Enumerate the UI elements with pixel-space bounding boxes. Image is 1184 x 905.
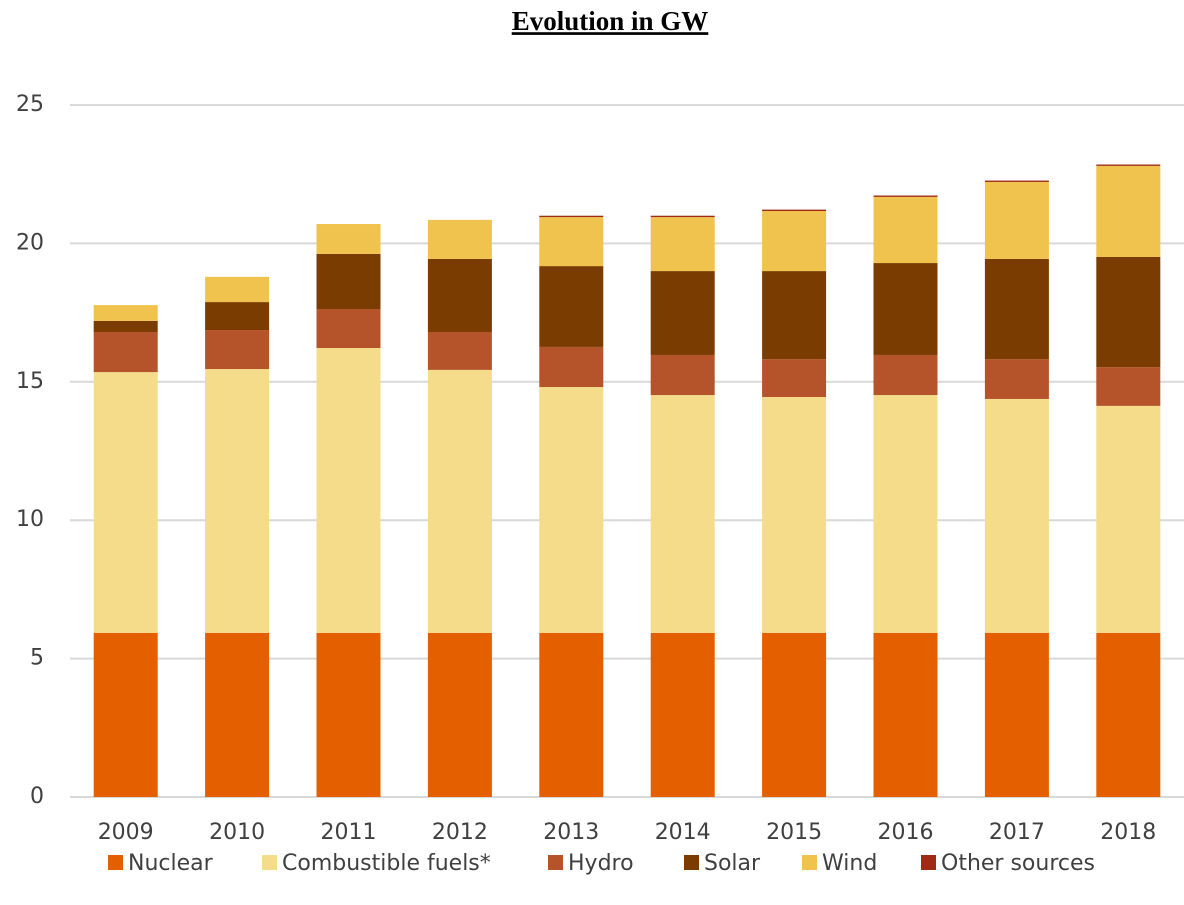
bar-segment	[93, 305, 158, 321]
bar-segment	[427, 219, 492, 259]
bar-segment	[650, 395, 715, 633]
bar-segment	[650, 632, 715, 797]
x-tick-label: 2015	[766, 820, 822, 845]
legend-label: Hydro	[568, 851, 634, 876]
bar-segment	[984, 181, 1049, 259]
bar-segment	[316, 224, 381, 254]
y-tick-label: 20	[16, 230, 44, 255]
bar-segment	[873, 263, 938, 355]
legend-label: Nuclear	[128, 851, 214, 876]
bar-segment	[316, 253, 381, 310]
bar-segment	[316, 309, 381, 349]
bar-segment	[984, 359, 1049, 399]
bar-segment	[762, 271, 827, 360]
bar-segment	[984, 398, 1049, 633]
legend-swatch	[921, 855, 936, 870]
bar-segment	[539, 632, 604, 797]
bar-segment	[316, 348, 381, 633]
x-tick-label: 2014	[655, 820, 711, 845]
bar-segment	[1096, 164, 1161, 166]
legend-swatch	[684, 855, 699, 870]
legend-swatch	[108, 855, 123, 870]
bar-segment	[205, 632, 270, 797]
bar-segment	[93, 632, 158, 797]
bar-segment	[762, 209, 827, 212]
bar-segment	[1096, 367, 1161, 406]
bar-segment	[316, 632, 381, 797]
bar-segment	[984, 258, 1049, 360]
y-tick-label: 25	[16, 92, 44, 117]
x-tick-label: 2010	[209, 820, 265, 845]
bar-segment	[762, 359, 827, 398]
x-tick-label: 2012	[432, 820, 488, 845]
bar-segment	[205, 330, 270, 370]
bar-segment	[762, 211, 827, 272]
bar-segment	[650, 217, 715, 272]
bar-segment	[205, 302, 270, 331]
legend-label: Other sources	[941, 851, 1095, 876]
bar-segment	[650, 271, 715, 355]
legend-swatch	[548, 855, 563, 870]
bar-segment	[650, 354, 715, 396]
x-tick-label: 2018	[1100, 820, 1156, 845]
bar-segment	[539, 266, 604, 347]
bar-segment	[539, 346, 604, 388]
bar-segment	[427, 632, 492, 797]
bar-segment	[205, 369, 270, 633]
bar-segment	[539, 217, 604, 267]
bar-segment	[539, 215, 604, 218]
bar-segment	[427, 331, 492, 370]
bar-segment	[873, 196, 938, 264]
bar-segment	[1096, 256, 1161, 368]
y-tick-label: 10	[16, 507, 44, 532]
x-tick-label: 2017	[989, 820, 1045, 845]
x-tick-label: 2013	[543, 820, 599, 845]
bar-segment	[539, 387, 604, 633]
x-tick-label: 2011	[321, 820, 377, 845]
bar-segment	[205, 276, 270, 303]
bar-segment	[984, 180, 1049, 182]
legend-swatch	[262, 855, 277, 870]
legend-swatch	[802, 855, 817, 870]
x-tick-label: 2009	[98, 820, 154, 845]
x-tick-label: 2016	[878, 820, 934, 845]
y-tick-label: 5	[30, 646, 44, 671]
bar-segment	[873, 632, 938, 797]
bar-segment	[93, 320, 158, 332]
bar-segment	[873, 395, 938, 633]
chart-title: Evolution in GW	[512, 6, 709, 36]
bar-segment	[93, 331, 158, 373]
bar-segment	[1096, 632, 1161, 797]
bar-segment	[1096, 405, 1161, 633]
bar-segment	[984, 632, 1049, 797]
bar-segment	[873, 195, 938, 197]
bar-segment	[93, 372, 158, 633]
bar-segment	[427, 369, 492, 633]
y-tick-label: 0	[30, 784, 44, 809]
y-tick-label: 15	[16, 369, 44, 394]
bar-segment	[650, 215, 715, 218]
bar-segment	[427, 258, 492, 332]
bar-segment	[762, 397, 827, 633]
bar-segment	[1096, 165, 1161, 257]
legend-label: Solar	[704, 851, 761, 876]
legend-label: Wind	[822, 851, 877, 876]
bar-segment	[762, 632, 827, 797]
legend-label: Combustible fuels*	[282, 851, 491, 876]
bar-segment	[873, 354, 938, 396]
